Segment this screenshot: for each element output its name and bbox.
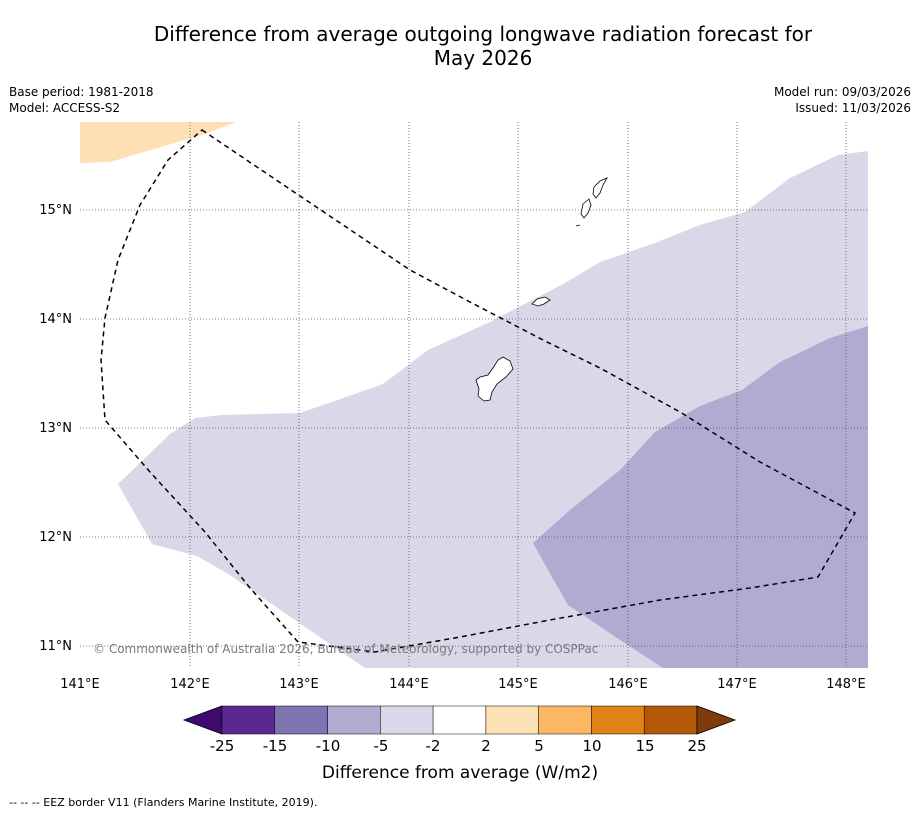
island-guam bbox=[475, 356, 514, 402]
lon-label: 143°E bbox=[279, 677, 319, 692]
island-aguijan bbox=[575, 224, 581, 227]
island-outlines bbox=[475, 177, 608, 402]
colorbar-tick: 25 bbox=[687, 737, 706, 755]
map-plot-area: © Commonwealth of Australia 2026, Bureau… bbox=[80, 122, 868, 668]
title-line-1: Difference from average outgoing longwav… bbox=[153, 22, 813, 46]
colorbar-tick: 2 bbox=[481, 737, 491, 755]
latitude-labels: 15°N 14°N 13°N 12°N 11°N bbox=[39, 203, 72, 654]
model-run: Model run: 09/03/2026 bbox=[773, 85, 911, 99]
colorbar-tick: -10 bbox=[316, 737, 341, 755]
colorbar bbox=[182, 705, 737, 735]
colorbar-extension-low bbox=[182, 705, 223, 735]
copyright-notice: © Commonwealth of Australia 2026, Bureau… bbox=[93, 642, 598, 656]
colorbar-segment bbox=[221, 705, 276, 735]
longitude-labels: 141°E 142°E 143°E 144°E 145°E 146°E 147°… bbox=[60, 677, 866, 692]
lon-label: 147°E bbox=[717, 677, 757, 692]
island-rota bbox=[531, 296, 551, 307]
lat-label: 11°N bbox=[39, 639, 72, 654]
colorbar-tick: -2 bbox=[426, 737, 441, 755]
lon-label: 144°E bbox=[389, 677, 429, 692]
colorbar-title: Difference from average (W/m2) bbox=[322, 763, 598, 783]
title-line-2: May 2026 bbox=[433, 46, 533, 70]
lon-label: 145°E bbox=[498, 677, 538, 692]
colorbar-tick: -25 bbox=[210, 737, 235, 755]
lat-label: 12°N bbox=[39, 530, 72, 545]
colorbar-segment bbox=[274, 705, 328, 735]
colorbar-segment bbox=[538, 705, 592, 735]
colorbar-segment bbox=[485, 705, 539, 735]
eez-legend-note: -- -- -- EEZ border V11 (Flanders Marine… bbox=[9, 796, 318, 809]
colorbar-tick: -5 bbox=[374, 737, 389, 755]
colorbar-tick: 10 bbox=[582, 737, 601, 755]
lon-label: 142°E bbox=[170, 677, 210, 692]
lon-label: 141°E bbox=[60, 677, 100, 692]
lon-label: 146°E bbox=[608, 677, 648, 692]
base-period: Base period: 1981-2018 bbox=[9, 85, 154, 99]
anomaly-region-positive bbox=[80, 122, 236, 163]
colorbar-tick: 15 bbox=[635, 737, 654, 755]
lat-label: 13°N bbox=[39, 421, 72, 436]
colorbar-segment bbox=[643, 705, 698, 735]
colorbar-segment bbox=[327, 705, 381, 735]
colorbar-tick: 5 bbox=[534, 737, 544, 755]
lon-label: 148°E bbox=[826, 677, 866, 692]
model-name: Model: ACCESS-S2 bbox=[9, 101, 121, 115]
lat-label: 15°N bbox=[39, 203, 72, 218]
colorbar-segment bbox=[432, 705, 487, 735]
chart-title: Difference from average outgoing longwav… bbox=[0, 22, 919, 70]
island-tinian bbox=[580, 198, 592, 219]
colorbar-extension-high bbox=[696, 705, 737, 735]
colorbar-segment bbox=[591, 705, 645, 735]
island-saipan bbox=[592, 177, 608, 199]
graticule bbox=[80, 122, 868, 668]
lat-label: 14°N bbox=[39, 312, 72, 327]
colorbar-segment bbox=[380, 705, 434, 735]
meta-right: Model run: 09/03/2026 Issued: 11/03/2026 bbox=[774, 84, 911, 116]
eez-border bbox=[100, 129, 857, 653]
meta-left: Base period: 1981-2018 Model: ACCESS-S2 bbox=[9, 84, 154, 116]
issued-date: Issued: 11/03/2026 bbox=[795, 101, 911, 115]
colorbar-tick-labels: -25 -15 -10 -5 -2 2 5 10 15 25 bbox=[210, 737, 707, 755]
colorbar-tick: -15 bbox=[263, 737, 288, 755]
